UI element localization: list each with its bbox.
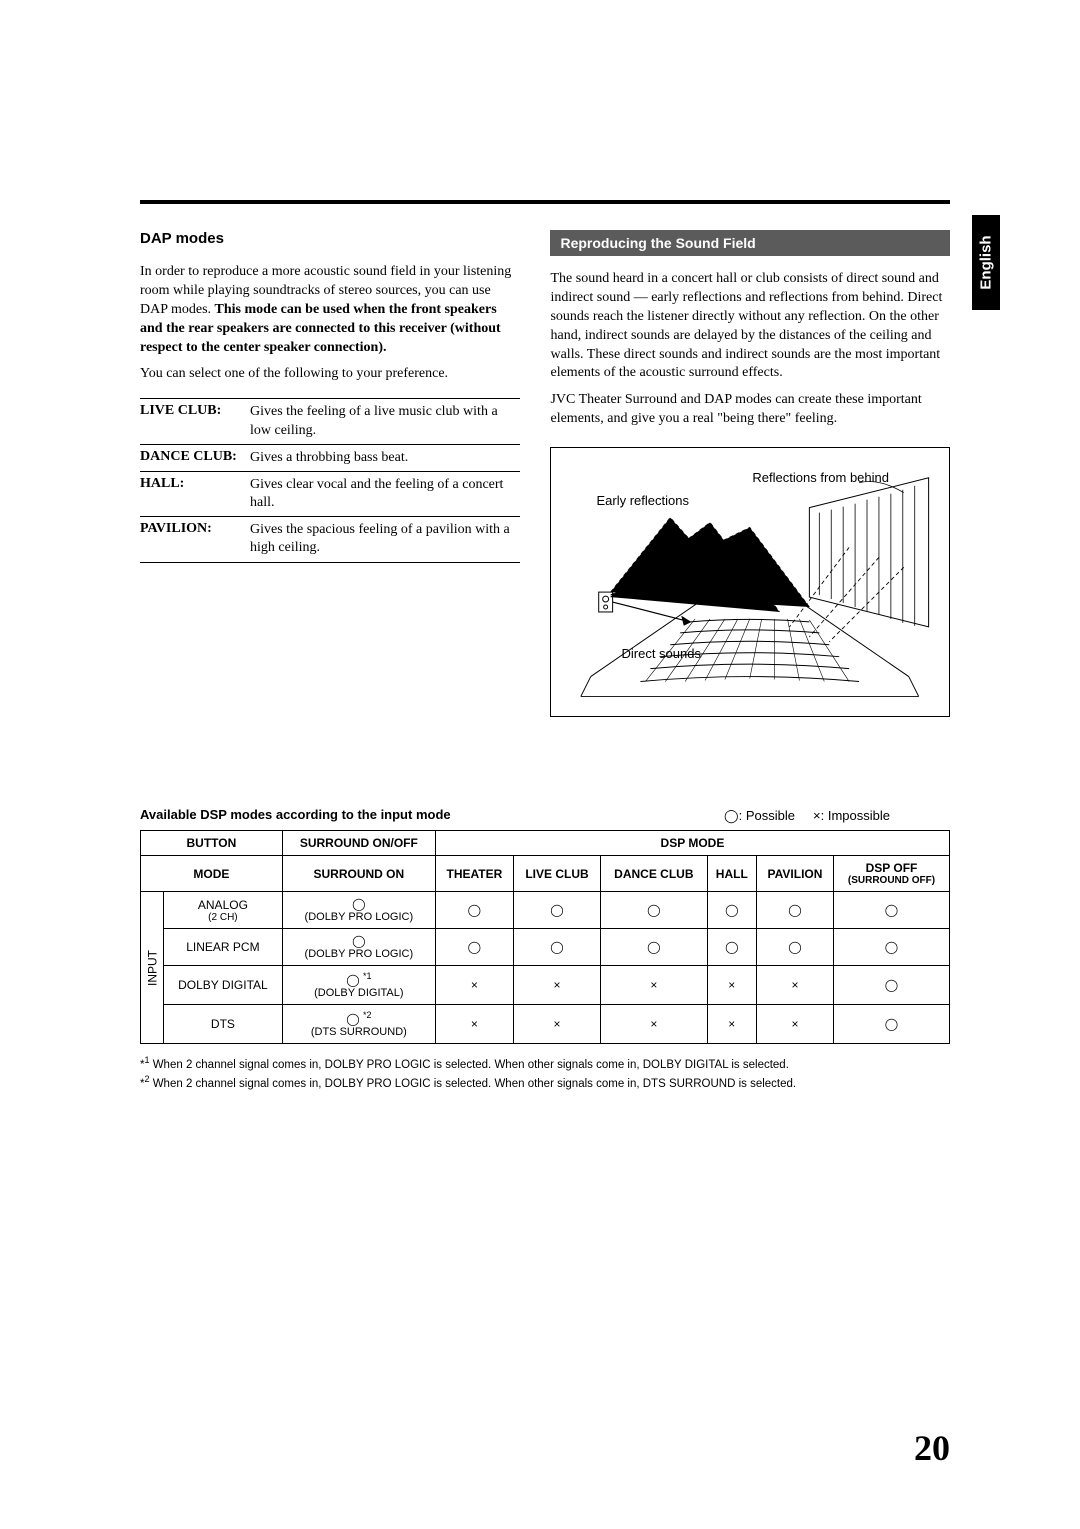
legend-impossible: : Impossible: [821, 808, 890, 823]
def-term: HALL:: [140, 476, 250, 512]
surround-sub: (DOLBY DIGITAL): [287, 987, 431, 999]
page-content: DAP modes In order to reproduce a more a…: [0, 0, 1080, 1092]
footnote-2: When 2 channel signal comes in, DOLBY PR…: [153, 1078, 796, 1090]
legend-impossible-symbol: ×: [813, 808, 821, 823]
legend-possible-symbol: ◯: [724, 808, 739, 823]
surround-symbol: ◯ *2: [346, 1012, 371, 1026]
surround-sub: (DOLBY PRO LOGIC): [287, 948, 431, 960]
th-dsp-mode: DSP MODE: [435, 831, 949, 856]
sound-field-diagram: Early reflections Reflections from behin…: [550, 447, 950, 717]
table-row: LINEAR PCM ◯ (DOLBY PRO LOGIC) ◯ ◯ ◯ ◯ ◯…: [141, 929, 950, 966]
dap-heading: DAP modes: [140, 230, 520, 247]
diagram-label-early: Early reflections: [596, 493, 688, 508]
cell: ×: [513, 966, 600, 1005]
def-row: HALL: Gives clear vocal and the feeling …: [140, 471, 520, 516]
cell: ◯: [513, 929, 600, 966]
dap-select-text: You can select one of the following to y…: [140, 365, 520, 384]
footnote-1: When 2 channel signal comes in, DOLBY PR…: [153, 1059, 789, 1071]
section-bar: Reproducing the Sound Field: [550, 230, 950, 256]
two-column-layout: DAP modes In order to reproduce a more a…: [140, 230, 950, 717]
def-term: DANCE CLUB:: [140, 449, 250, 467]
cell-surround: ◯ (DOLBY PRO LOGIC): [282, 929, 435, 966]
cell: ◯: [707, 929, 756, 966]
cell: ◯: [601, 892, 707, 929]
cell: ×: [707, 1005, 756, 1044]
cell: ×: [435, 966, 513, 1005]
def-term: PAVILION:: [140, 521, 250, 557]
cell: ◯: [833, 966, 949, 1005]
def-desc: Gives clear vocal and the feeling of a c…: [250, 476, 520, 512]
cell: ×: [601, 966, 707, 1005]
mode-sub: (2 CH): [168, 912, 278, 923]
cell-mode: DTS: [164, 1005, 283, 1044]
cell: ◯: [601, 929, 707, 966]
surround-sub: (DOLBY PRO LOGIC): [287, 911, 431, 923]
def-row: LIVE CLUB: Gives the feeling of a live m…: [140, 398, 520, 443]
diagram-label-behind: Reflections from behind: [752, 470, 889, 485]
cell: ◯: [833, 1005, 949, 1044]
cell: ×: [435, 1005, 513, 1044]
cell: ×: [756, 1005, 833, 1044]
cell: ◯: [833, 892, 949, 929]
th-live-club: LIVE CLUB: [513, 856, 600, 892]
cell: ◯: [513, 892, 600, 929]
table-row: BUTTON SURROUND ON/OFF DSP MODE: [141, 831, 950, 856]
cell: ◯: [435, 892, 513, 929]
th-dsp-off: DSP OFF (SURROUND OFF): [833, 856, 949, 892]
dsp-off-label: DSP OFF: [866, 861, 918, 875]
cell: ◯: [756, 892, 833, 929]
cell-surround: ◯ *1 (DOLBY DIGITAL): [282, 966, 435, 1005]
table-row: DOLBY DIGITAL ◯ *1 (DOLBY DIGITAL) × × ×…: [141, 966, 950, 1005]
surround-symbol: ◯ *1: [346, 973, 371, 987]
dap-intro: In order to reproduce a more acoustic so…: [140, 263, 520, 357]
page-number: 20: [914, 1427, 950, 1469]
def-row: PAVILION: Gives the spacious feeling of …: [140, 516, 520, 562]
def-term: LIVE CLUB:: [140, 403, 250, 439]
th-theater: THEATER: [435, 856, 513, 892]
legend-possible: : Possible: [739, 808, 795, 823]
diagram-label-direct: Direct sounds: [621, 646, 700, 661]
cell: ×: [756, 966, 833, 1005]
cell: ◯: [833, 929, 949, 966]
surround-symbol: ◯: [352, 934, 365, 948]
surround-symbol: ◯: [352, 897, 365, 911]
right-column: Reproducing the Sound Field The sound he…: [550, 230, 950, 717]
th-mode: MODE: [141, 856, 283, 892]
dap-definitions: LIVE CLUB: Gives the feeling of a live m…: [140, 398, 520, 562]
sound-field-para1: The sound heard in a concert hall or clu…: [550, 270, 950, 383]
cell: ×: [513, 1005, 600, 1044]
th-surround-onoff: SURROUND ON/OFF: [282, 831, 435, 856]
def-desc: Gives a throbbing bass beat.: [250, 449, 520, 467]
table-row: DTS ◯ *2 (DTS SURROUND) × × × × × ◯: [141, 1005, 950, 1044]
cell-surround: ◯ *2 (DTS SURROUND): [282, 1005, 435, 1044]
cell-mode: DOLBY DIGITAL: [164, 966, 283, 1005]
table-row: INPUT ANALOG (2 CH) ◯ (DOLBY PRO LOGIC) …: [141, 892, 950, 929]
table-row: MODE SURROUND ON THEATER LIVE CLUB DANCE…: [141, 856, 950, 892]
def-row: DANCE CLUB: Gives a throbbing bass beat.: [140, 444, 520, 471]
th-hall: HALL: [707, 856, 756, 892]
surround-sub: (DTS SURROUND): [287, 1026, 431, 1038]
th-surround-on: SURROUND ON: [282, 856, 435, 892]
cell: ◯: [756, 929, 833, 966]
def-desc: Gives the spacious feeling of a pavilion…: [250, 521, 520, 557]
th-pavilion: PAVILION: [756, 856, 833, 892]
mode-label: ANALOG: [198, 898, 248, 912]
th-input: INPUT: [141, 892, 164, 1044]
th-dance-club: DANCE CLUB: [601, 856, 707, 892]
th-button: BUTTON: [141, 831, 283, 856]
left-column: DAP modes In order to reproduce a more a…: [140, 230, 520, 717]
cell-mode: LINEAR PCM: [164, 929, 283, 966]
cell-surround: ◯ (DOLBY PRO LOGIC): [282, 892, 435, 929]
dsp-off-sub: (SURROUND OFF): [838, 875, 945, 886]
footnotes: *1 When 2 channel signal comes in, DOLBY…: [140, 1054, 950, 1092]
cell: ◯: [707, 892, 756, 929]
sound-field-para2: JVC Theater Surround and DAP modes can c…: [550, 391, 950, 429]
cell: ×: [707, 966, 756, 1005]
cell-mode: ANALOG (2 CH): [164, 892, 283, 929]
cell: ×: [601, 1005, 707, 1044]
cell: ◯: [435, 929, 513, 966]
def-desc: Gives the feeling of a live music club w…: [250, 403, 520, 439]
dsp-mode-table: BUTTON SURROUND ON/OFF DSP MODE MODE SUR…: [140, 830, 950, 1044]
diagram-svg: [551, 448, 949, 716]
